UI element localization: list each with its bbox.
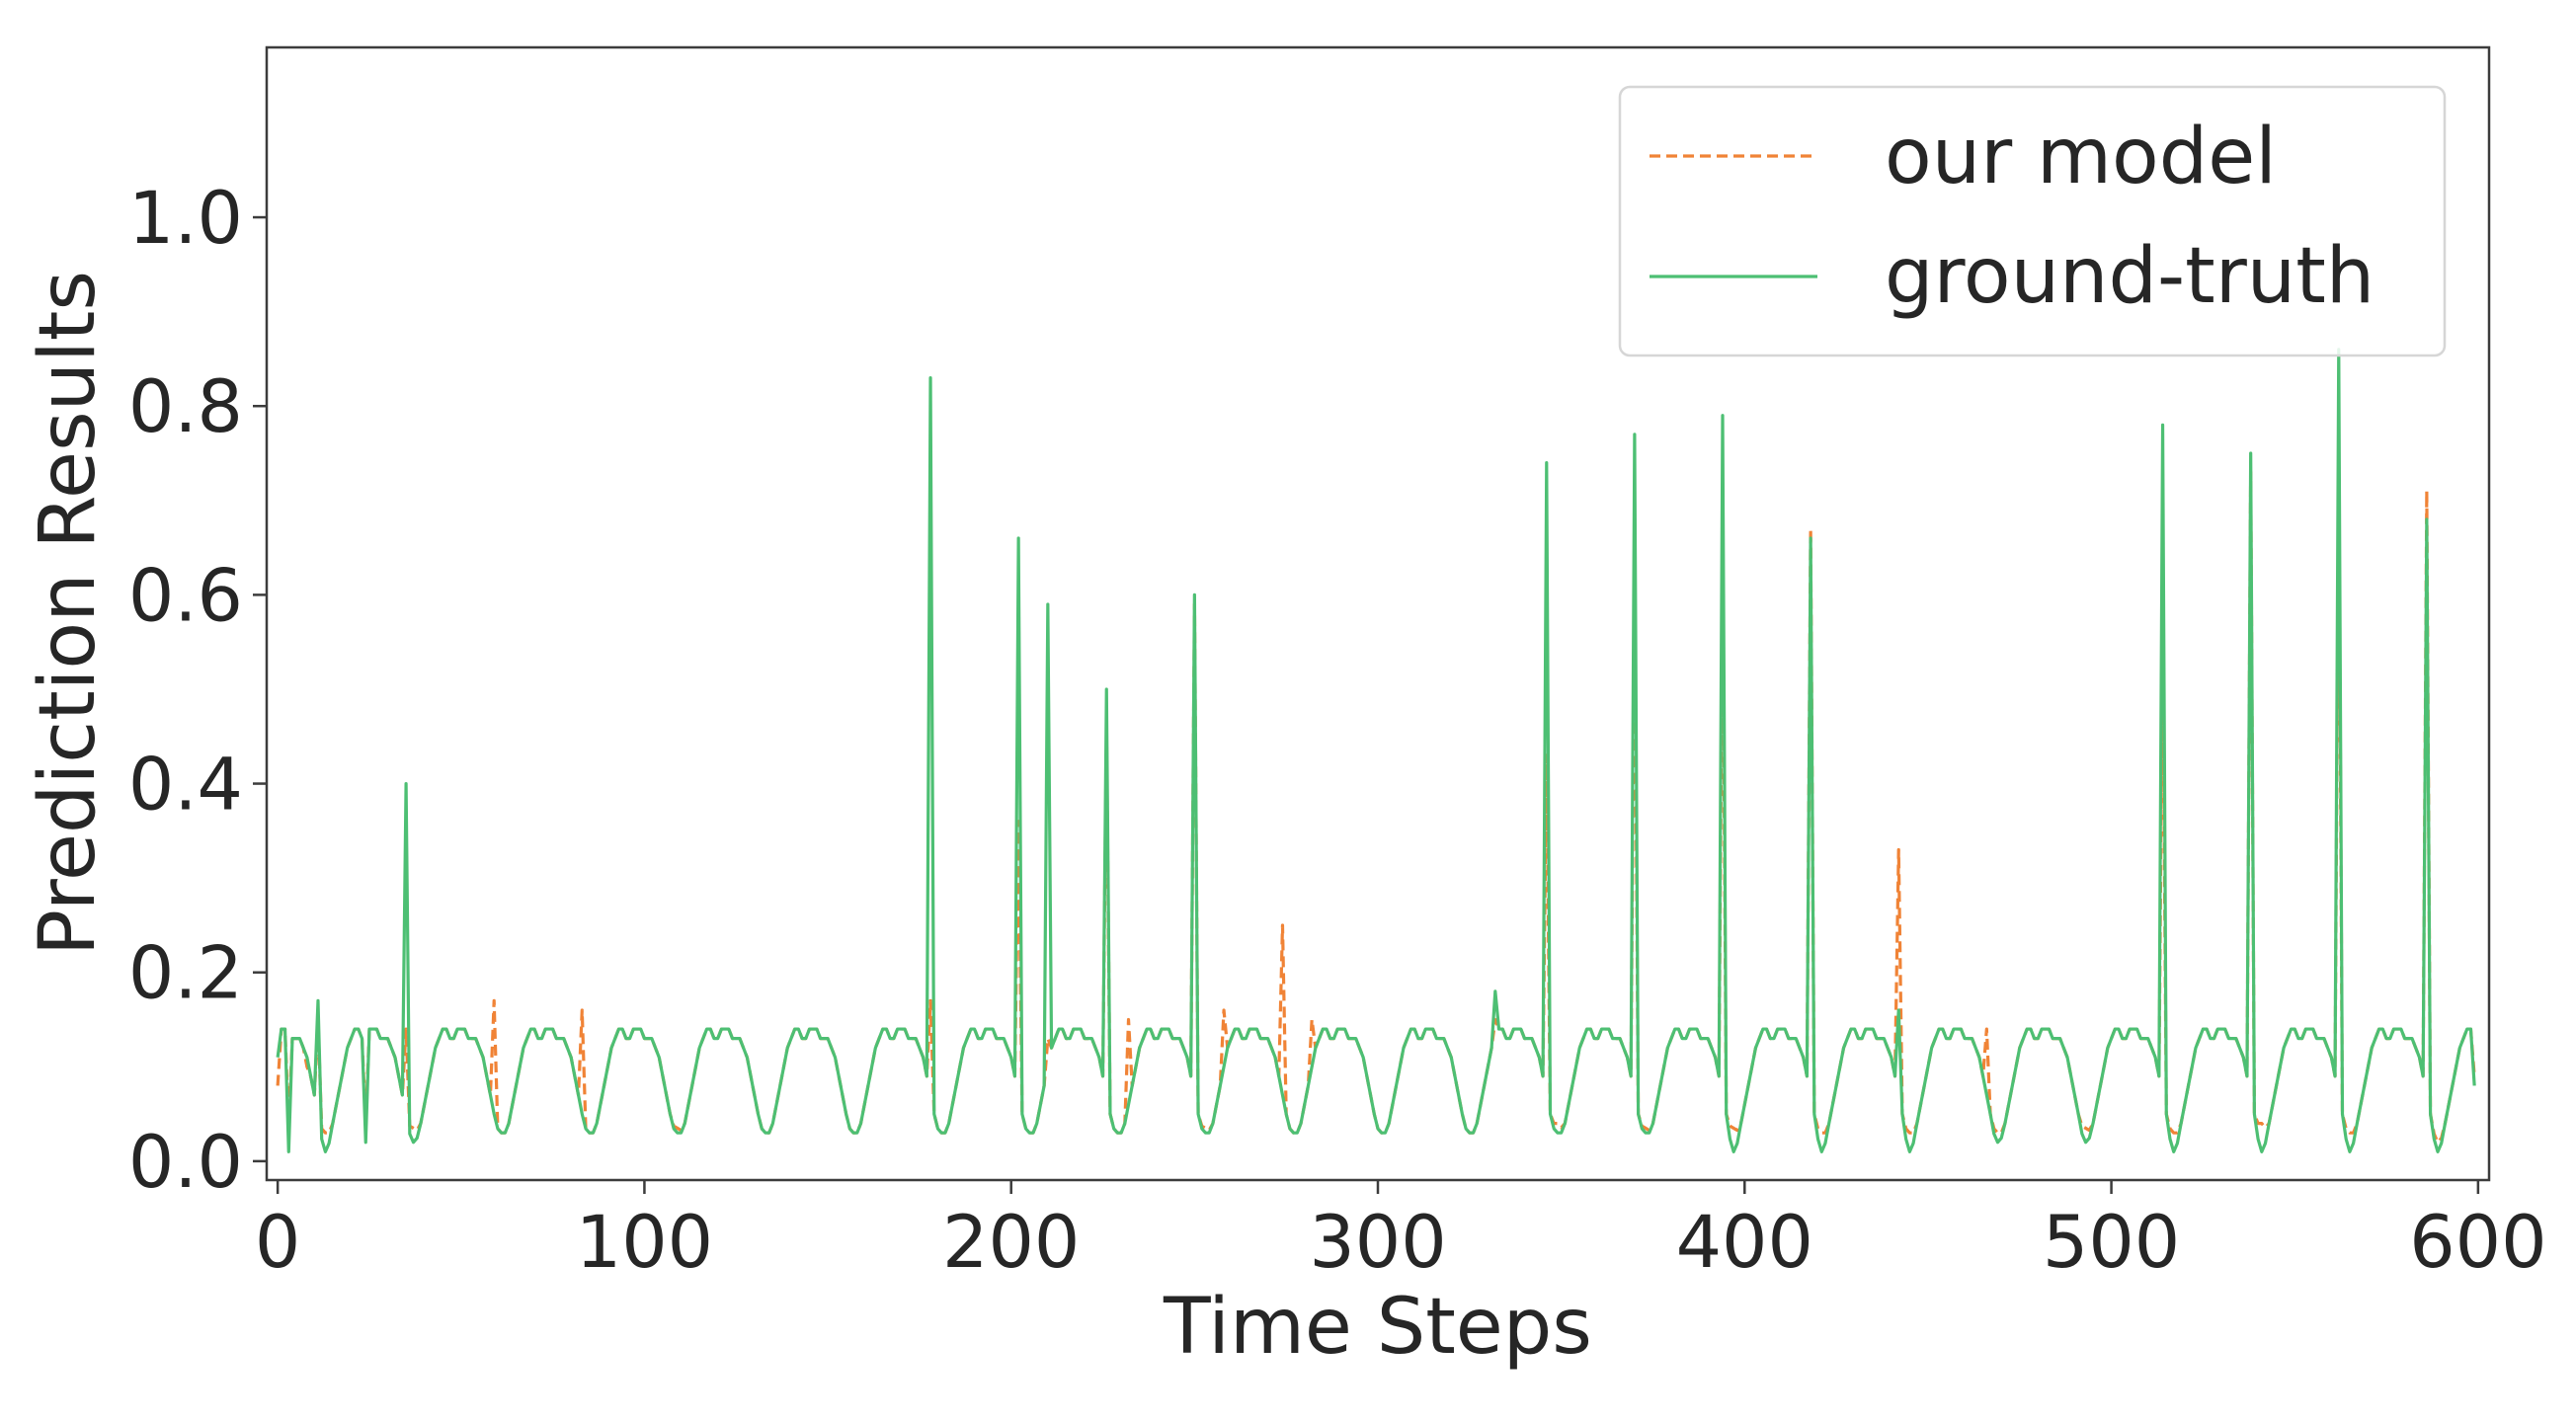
y-tick-label: 0.0 xyxy=(128,1121,243,1205)
legend-label-ground-truth: ground-truth xyxy=(1885,232,2375,321)
x-tick-label: 600 xyxy=(2409,1201,2546,1285)
legend-frame xyxy=(1618,85,2447,357)
x-tick-label: 300 xyxy=(1309,1201,1446,1285)
y-tick-label: 0.8 xyxy=(128,365,243,449)
legend-label-our-model: our model xyxy=(1885,113,2277,201)
y-tick-label: 0.6 xyxy=(128,554,243,638)
y-tick-label: 0.4 xyxy=(128,744,243,828)
x-axis-label: Time Steps xyxy=(1163,1283,1592,1372)
series-line-ground-truth xyxy=(276,348,2476,1153)
series-layer xyxy=(276,348,2476,1153)
y-axis-label: Prediction Results xyxy=(24,271,113,956)
y-tick-label: 0.2 xyxy=(128,932,243,1016)
y-tick-label: 1.0 xyxy=(128,177,243,261)
y-axis-ticks: 0.0 0.2 0.4 0.6 0.8 1.0 xyxy=(128,177,267,1205)
x-axis-ticks: 0 100 200 300 400 500 600 xyxy=(255,1180,2547,1285)
x-tick-label: 200 xyxy=(942,1201,1080,1285)
x-tick-label: 500 xyxy=(2043,1201,2180,1285)
x-tick-label: 0 xyxy=(255,1201,300,1285)
x-tick-label: 400 xyxy=(1676,1201,1813,1285)
x-tick-label: 100 xyxy=(576,1201,713,1285)
legend: our model ground-truth xyxy=(1618,85,2447,357)
